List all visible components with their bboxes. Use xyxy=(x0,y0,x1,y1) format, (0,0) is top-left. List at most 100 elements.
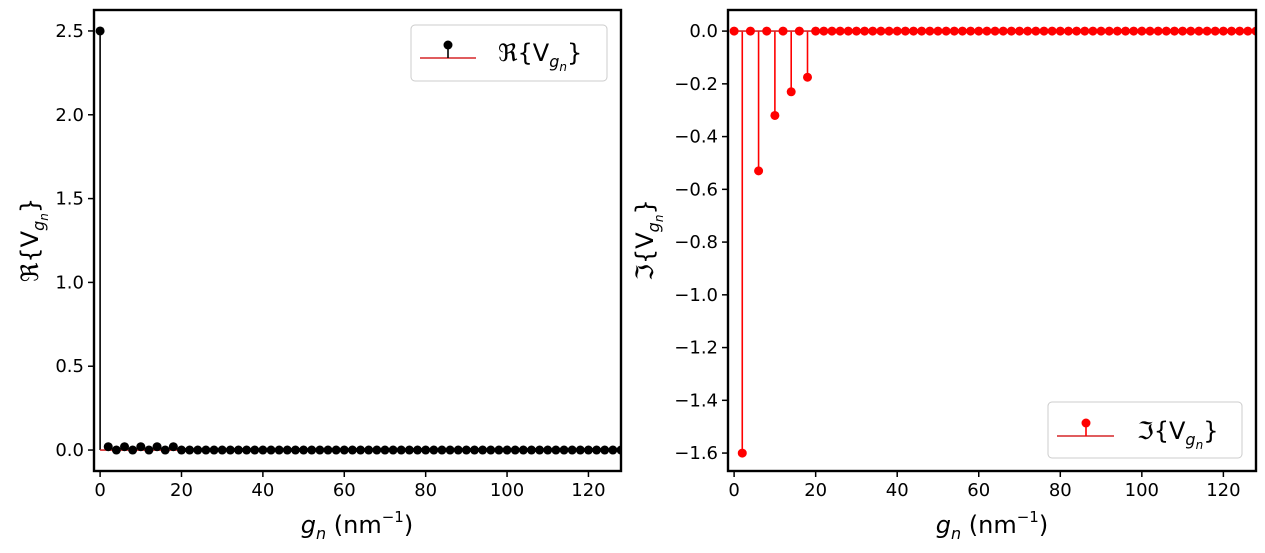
imag-marker xyxy=(754,166,764,176)
imag-marker xyxy=(966,26,976,36)
real-marker xyxy=(486,445,496,455)
real-xtick-label: 60 xyxy=(333,480,356,501)
imag-marker xyxy=(1096,26,1106,36)
real-marker xyxy=(290,445,300,455)
real-marker xyxy=(144,445,154,455)
imag-marker xyxy=(982,26,992,36)
imag-ytick-label: −0.8 xyxy=(674,232,718,253)
real-marker xyxy=(307,445,317,455)
imag-marker xyxy=(827,26,837,36)
real-marker xyxy=(233,445,243,455)
real-marker xyxy=(136,442,146,452)
imag-marker xyxy=(851,26,861,36)
real-marker xyxy=(152,442,162,452)
real-marker xyxy=(242,445,252,455)
imag-marker xyxy=(884,26,894,36)
imag-ytick-label: −0.6 xyxy=(674,179,718,200)
legend-frame xyxy=(410,24,608,82)
imag-marker xyxy=(900,26,910,36)
real-marker xyxy=(469,445,479,455)
imag-marker xyxy=(1145,26,1155,36)
real-marker xyxy=(518,445,528,455)
imag-marker xyxy=(1202,26,1212,36)
real-marker xyxy=(559,445,569,455)
imag-ytick-label: −1.2 xyxy=(674,338,718,359)
real-marker xyxy=(404,445,414,455)
imag-marker xyxy=(925,26,935,36)
imag-ytick-label: −1.6 xyxy=(674,443,718,464)
imag-marker xyxy=(1161,26,1171,36)
imag-marker xyxy=(860,26,870,36)
real-marker xyxy=(331,445,341,455)
real-marker xyxy=(413,445,423,455)
imag-marker xyxy=(941,26,951,36)
real-ytick-label: 1.5 xyxy=(55,189,84,210)
real-marker xyxy=(478,445,488,455)
legend-frame xyxy=(1047,401,1243,459)
real-xtick-label: 20 xyxy=(170,480,193,501)
real-marker xyxy=(168,442,178,452)
imag-marker xyxy=(1006,26,1016,36)
imag-marker xyxy=(1063,26,1073,36)
imag-marker xyxy=(1104,26,1114,36)
real-marker xyxy=(356,445,366,455)
imag-xlabel: gn (nm−1) xyxy=(936,508,1048,543)
imag-ytick-label: −1.0 xyxy=(674,285,718,306)
real-marker xyxy=(364,445,374,455)
real-xtick-label: 40 xyxy=(251,480,274,501)
real-marker xyxy=(453,445,463,455)
real-marker xyxy=(372,445,382,455)
imag-marker xyxy=(1015,26,1025,36)
real-marker xyxy=(429,445,439,455)
imag-marker xyxy=(811,26,821,36)
imag-marker xyxy=(1031,26,1041,36)
imag-marker xyxy=(1210,26,1220,36)
imag-marker xyxy=(1112,26,1122,36)
imag-marker xyxy=(762,26,772,36)
imag-marker xyxy=(933,26,943,36)
real-marker xyxy=(543,445,553,455)
imag-marker xyxy=(1235,26,1245,36)
imag-marker xyxy=(1072,26,1082,36)
real-marker xyxy=(461,445,471,455)
real-marker xyxy=(193,445,203,455)
imag-marker xyxy=(974,26,984,36)
imag-marker xyxy=(1194,26,1204,36)
real-xlabel: gn (nm−1) xyxy=(301,508,413,543)
real-stem-series xyxy=(95,26,621,455)
imag-marker xyxy=(917,26,927,36)
real-marker xyxy=(551,445,561,455)
real-marker xyxy=(225,445,235,455)
real-marker xyxy=(258,445,268,455)
imag-marker xyxy=(909,26,919,36)
imag-ytick-label: 0.0 xyxy=(689,21,718,42)
imag-marker xyxy=(1055,26,1065,36)
real-marker xyxy=(274,445,284,455)
imag-ytick-label: −0.4 xyxy=(674,127,718,148)
imag-marker xyxy=(868,26,878,36)
real-axes-frame xyxy=(92,8,623,473)
imag-marker xyxy=(876,26,886,36)
real-marker xyxy=(111,445,121,455)
imag-axes-frame xyxy=(726,8,1258,473)
imag-marker xyxy=(949,26,959,36)
real-marker xyxy=(494,445,504,455)
real-xtick-label: 120 xyxy=(571,480,605,501)
real-legend: ℜ{Vgn} xyxy=(410,24,608,82)
real-marker xyxy=(209,445,219,455)
real-ytick-label: 0.5 xyxy=(55,356,84,377)
imag-marker xyxy=(998,26,1008,36)
imag-xtick-label: 20 xyxy=(804,480,827,501)
real-marker xyxy=(567,445,577,455)
imag-xtick-label: 0 xyxy=(728,480,739,501)
imag-ytick-label: −0.2 xyxy=(674,74,718,95)
imag-xtick-label: 60 xyxy=(967,480,990,501)
imag-marker xyxy=(1047,26,1057,36)
real-marker xyxy=(176,445,186,455)
imag-marker xyxy=(1088,26,1098,36)
real-part-panel: gn (nm−1) ℜ{Vgn} 0 20 40 60 80 100 120 0.0 0.5 1.… xyxy=(16,8,623,543)
imag-marker xyxy=(745,26,755,36)
real-marker xyxy=(201,445,211,455)
real-marker xyxy=(250,445,260,455)
